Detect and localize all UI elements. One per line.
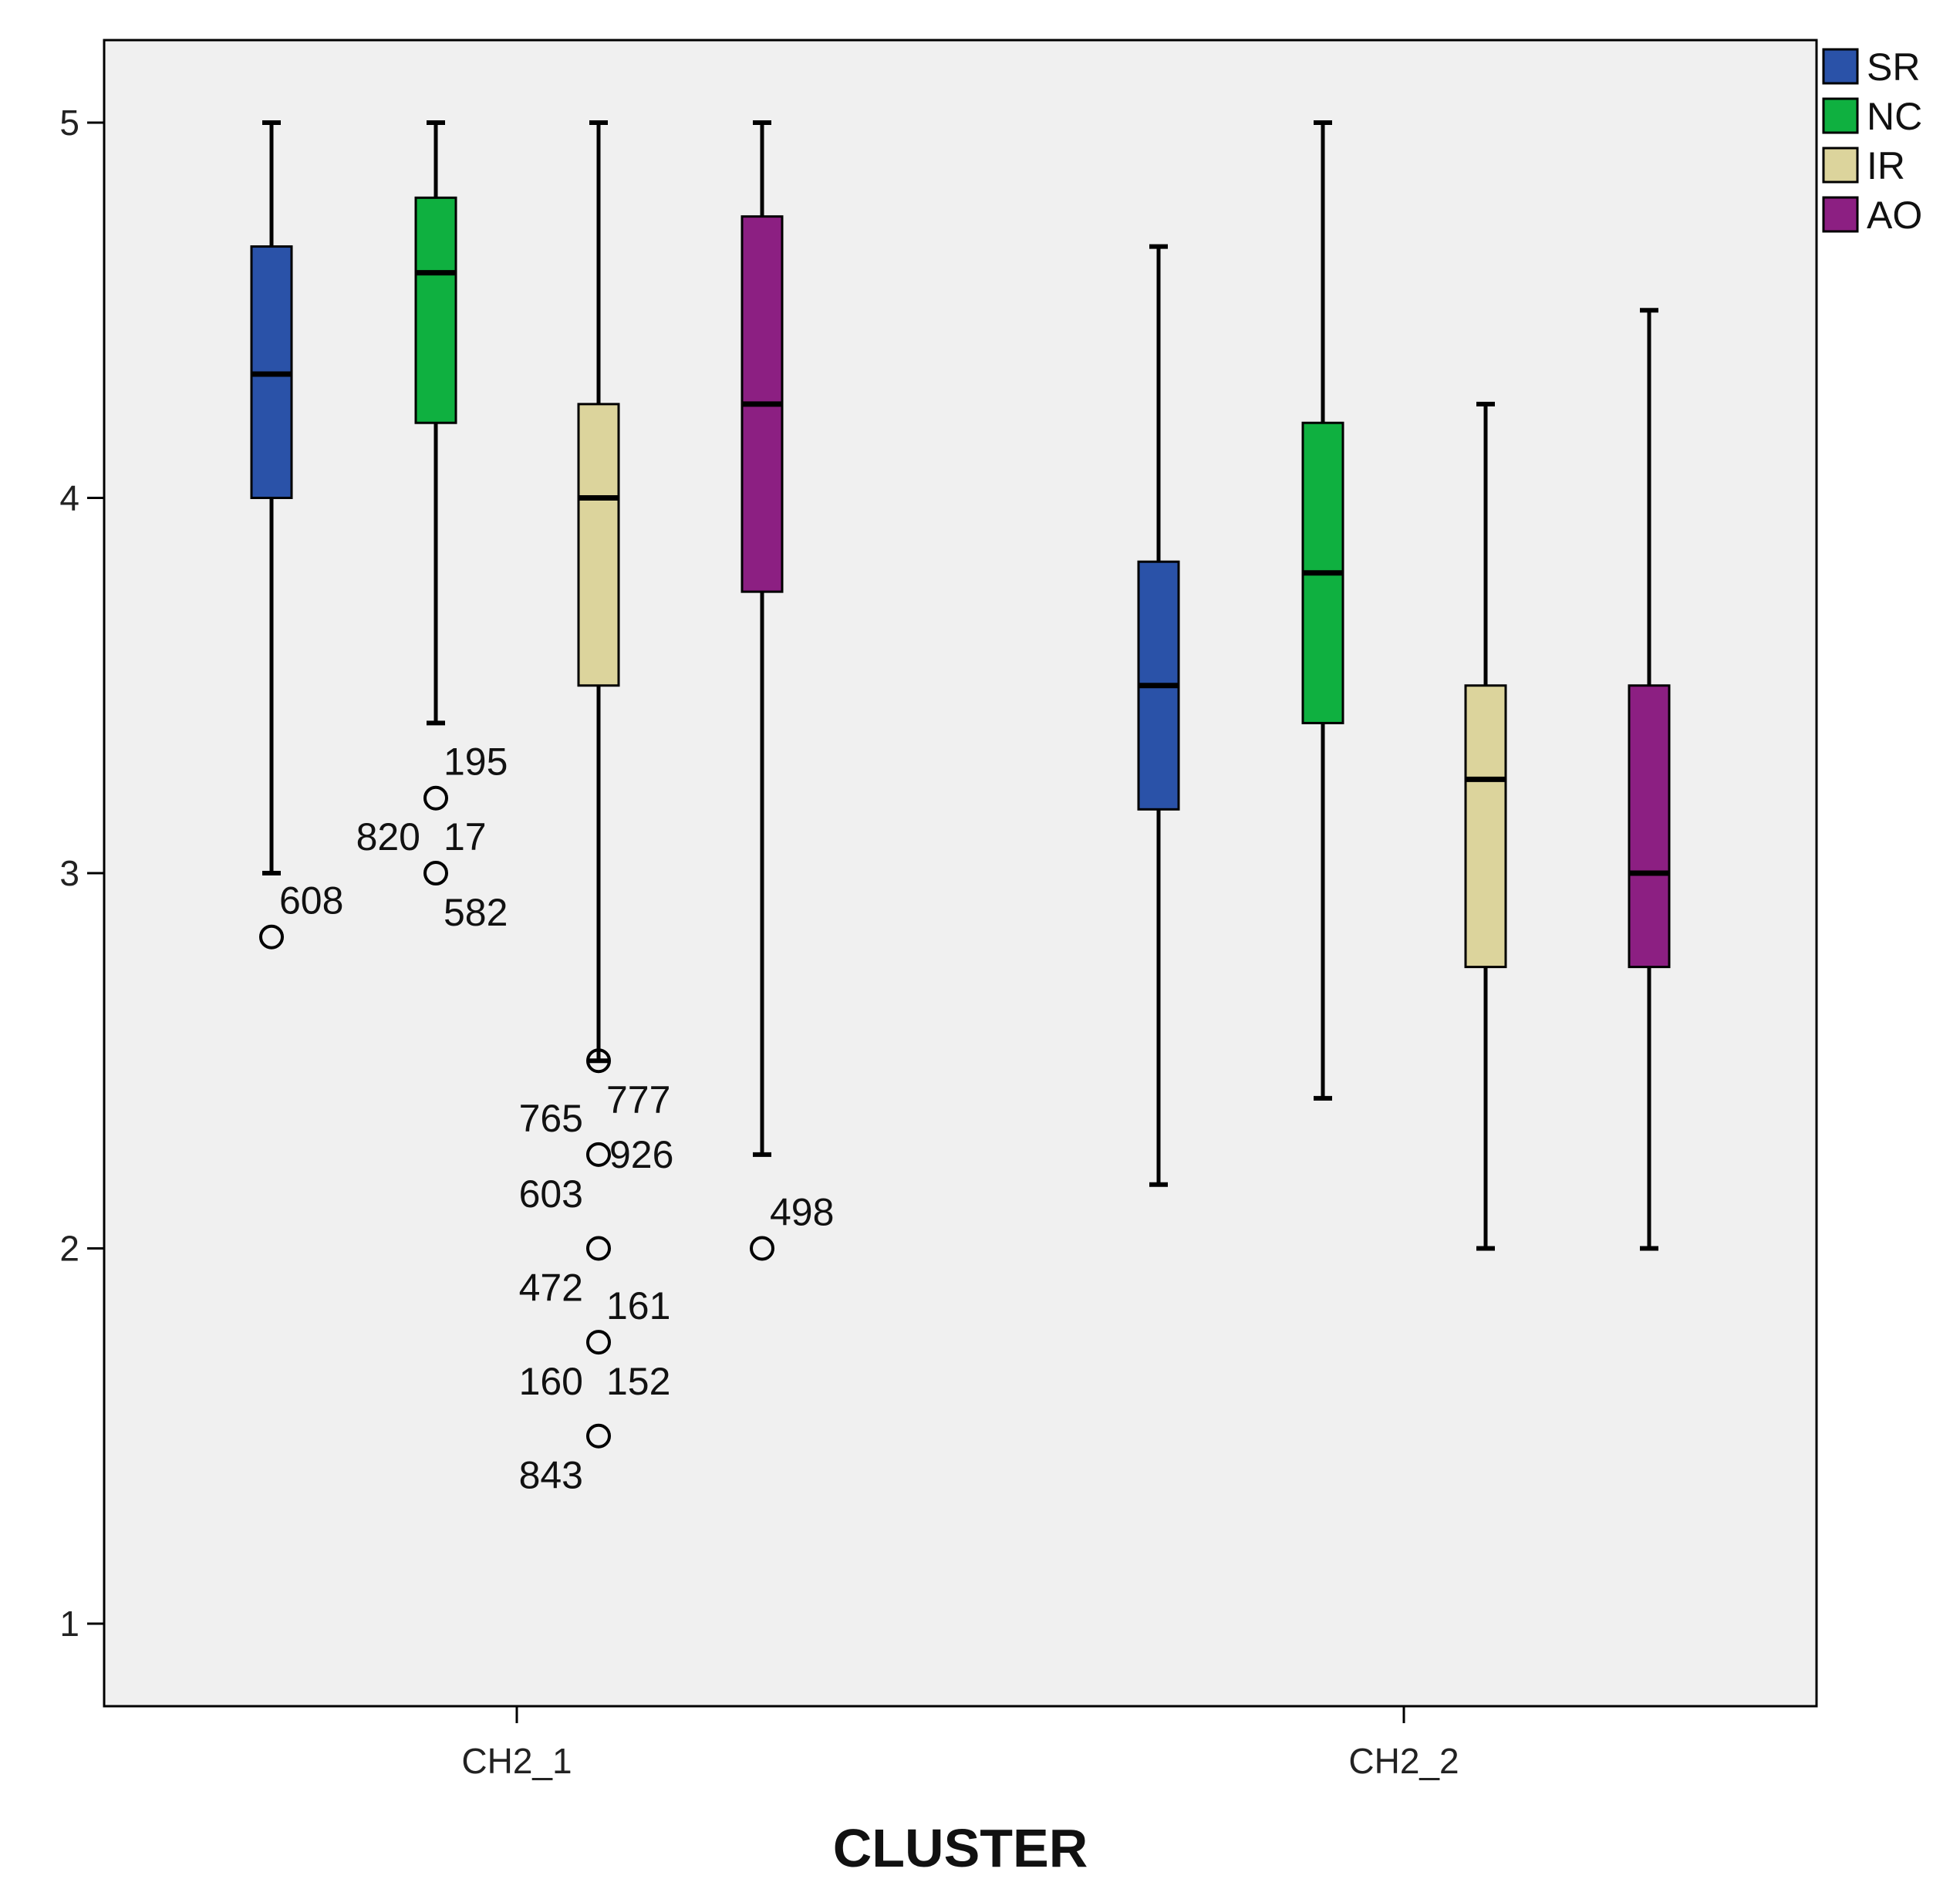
outlier-label: 843 bbox=[519, 1454, 583, 1497]
outlier-point bbox=[586, 1236, 611, 1261]
outlier-label: 820 bbox=[356, 815, 420, 858]
y-tick-label: 1 bbox=[59, 1604, 79, 1644]
outlier-label: 152 bbox=[606, 1360, 670, 1403]
outlier-label: 608 bbox=[279, 879, 343, 923]
x-axis-title: CLUSTER bbox=[833, 1818, 1088, 1878]
box-ir-ch2-1 bbox=[577, 120, 620, 1064]
outlier-point bbox=[423, 785, 448, 811]
box-sr-ch2-2 bbox=[1137, 244, 1180, 1187]
outlier-label: 472 bbox=[519, 1266, 583, 1309]
y-tick-label: 5 bbox=[59, 103, 79, 143]
legend-label: IR bbox=[1867, 144, 1905, 187]
legend-item-ao: AO bbox=[1822, 194, 1922, 237]
iqr-box bbox=[577, 403, 620, 687]
y-tick-label: 4 bbox=[59, 478, 79, 518]
box-sr-ch2-1 bbox=[250, 120, 293, 875]
outlier-point bbox=[750, 1236, 774, 1261]
legend-item-sr: SR bbox=[1822, 46, 1920, 89]
legend-swatch bbox=[1822, 97, 1859, 134]
box-ao-ch2-1 bbox=[740, 120, 784, 1157]
legend-label: NC bbox=[1867, 95, 1922, 138]
box-nc-ch2-1 bbox=[414, 120, 457, 726]
x-tick-label-ch2-1: CH2_1 bbox=[461, 1741, 572, 1781]
legend-swatch bbox=[1822, 196, 1859, 233]
legend-swatch bbox=[1822, 48, 1859, 85]
legend-label: AO bbox=[1867, 194, 1922, 237]
x-axis: CH2_1 CH2_2 bbox=[461, 1706, 1459, 1781]
outlier-point bbox=[586, 1330, 611, 1355]
iqr-box bbox=[1464, 684, 1507, 969]
outlier-point bbox=[423, 861, 448, 885]
iqr-box bbox=[1628, 684, 1671, 969]
box-ao-ch2-2 bbox=[1628, 308, 1671, 1251]
legend: SR NC IR AO bbox=[1822, 46, 1922, 237]
legend-item-nc: NC bbox=[1822, 95, 1922, 138]
outlier-point bbox=[259, 924, 284, 950]
outlier-label: 17 bbox=[444, 815, 487, 858]
outlier-label: 160 bbox=[519, 1360, 583, 1403]
x-tick-label-ch2-2: CH2_2 bbox=[1348, 1741, 1459, 1781]
outlier-point bbox=[586, 1423, 611, 1449]
outlier-label: 603 bbox=[519, 1172, 583, 1216]
outlier-point bbox=[586, 1048, 611, 1074]
y-tick-label: 3 bbox=[59, 853, 79, 893]
y-axis: 1 2 3 4 5 bbox=[59, 103, 104, 1644]
outlier-label: 777 bbox=[606, 1078, 670, 1122]
legend-label: SR bbox=[1867, 46, 1920, 89]
outlier-label: 765 bbox=[519, 1097, 583, 1140]
box-ir-ch2-2 bbox=[1464, 401, 1507, 1251]
y-tick-label: 2 bbox=[59, 1228, 79, 1268]
outlier-point bbox=[586, 1142, 611, 1167]
box-nc-ch2-2 bbox=[1301, 120, 1344, 1101]
outlier-label: 161 bbox=[606, 1284, 670, 1327]
iqr-box bbox=[414, 196, 457, 424]
legend-swatch bbox=[1822, 147, 1859, 184]
plot-area bbox=[103, 39, 1818, 1708]
boxes-layer bbox=[250, 120, 1671, 1251]
outlier-label: 582 bbox=[444, 891, 508, 934]
outlier-label: 498 bbox=[770, 1190, 834, 1233]
legend-item-ir: IR bbox=[1822, 144, 1905, 187]
outliers-layer: 608 195 820 17 582 777 765 926 603 472 161 152 160 84… bbox=[259, 740, 834, 1497]
outlier-label: 926 bbox=[609, 1133, 673, 1176]
outlier-label: 195 bbox=[444, 740, 508, 784]
